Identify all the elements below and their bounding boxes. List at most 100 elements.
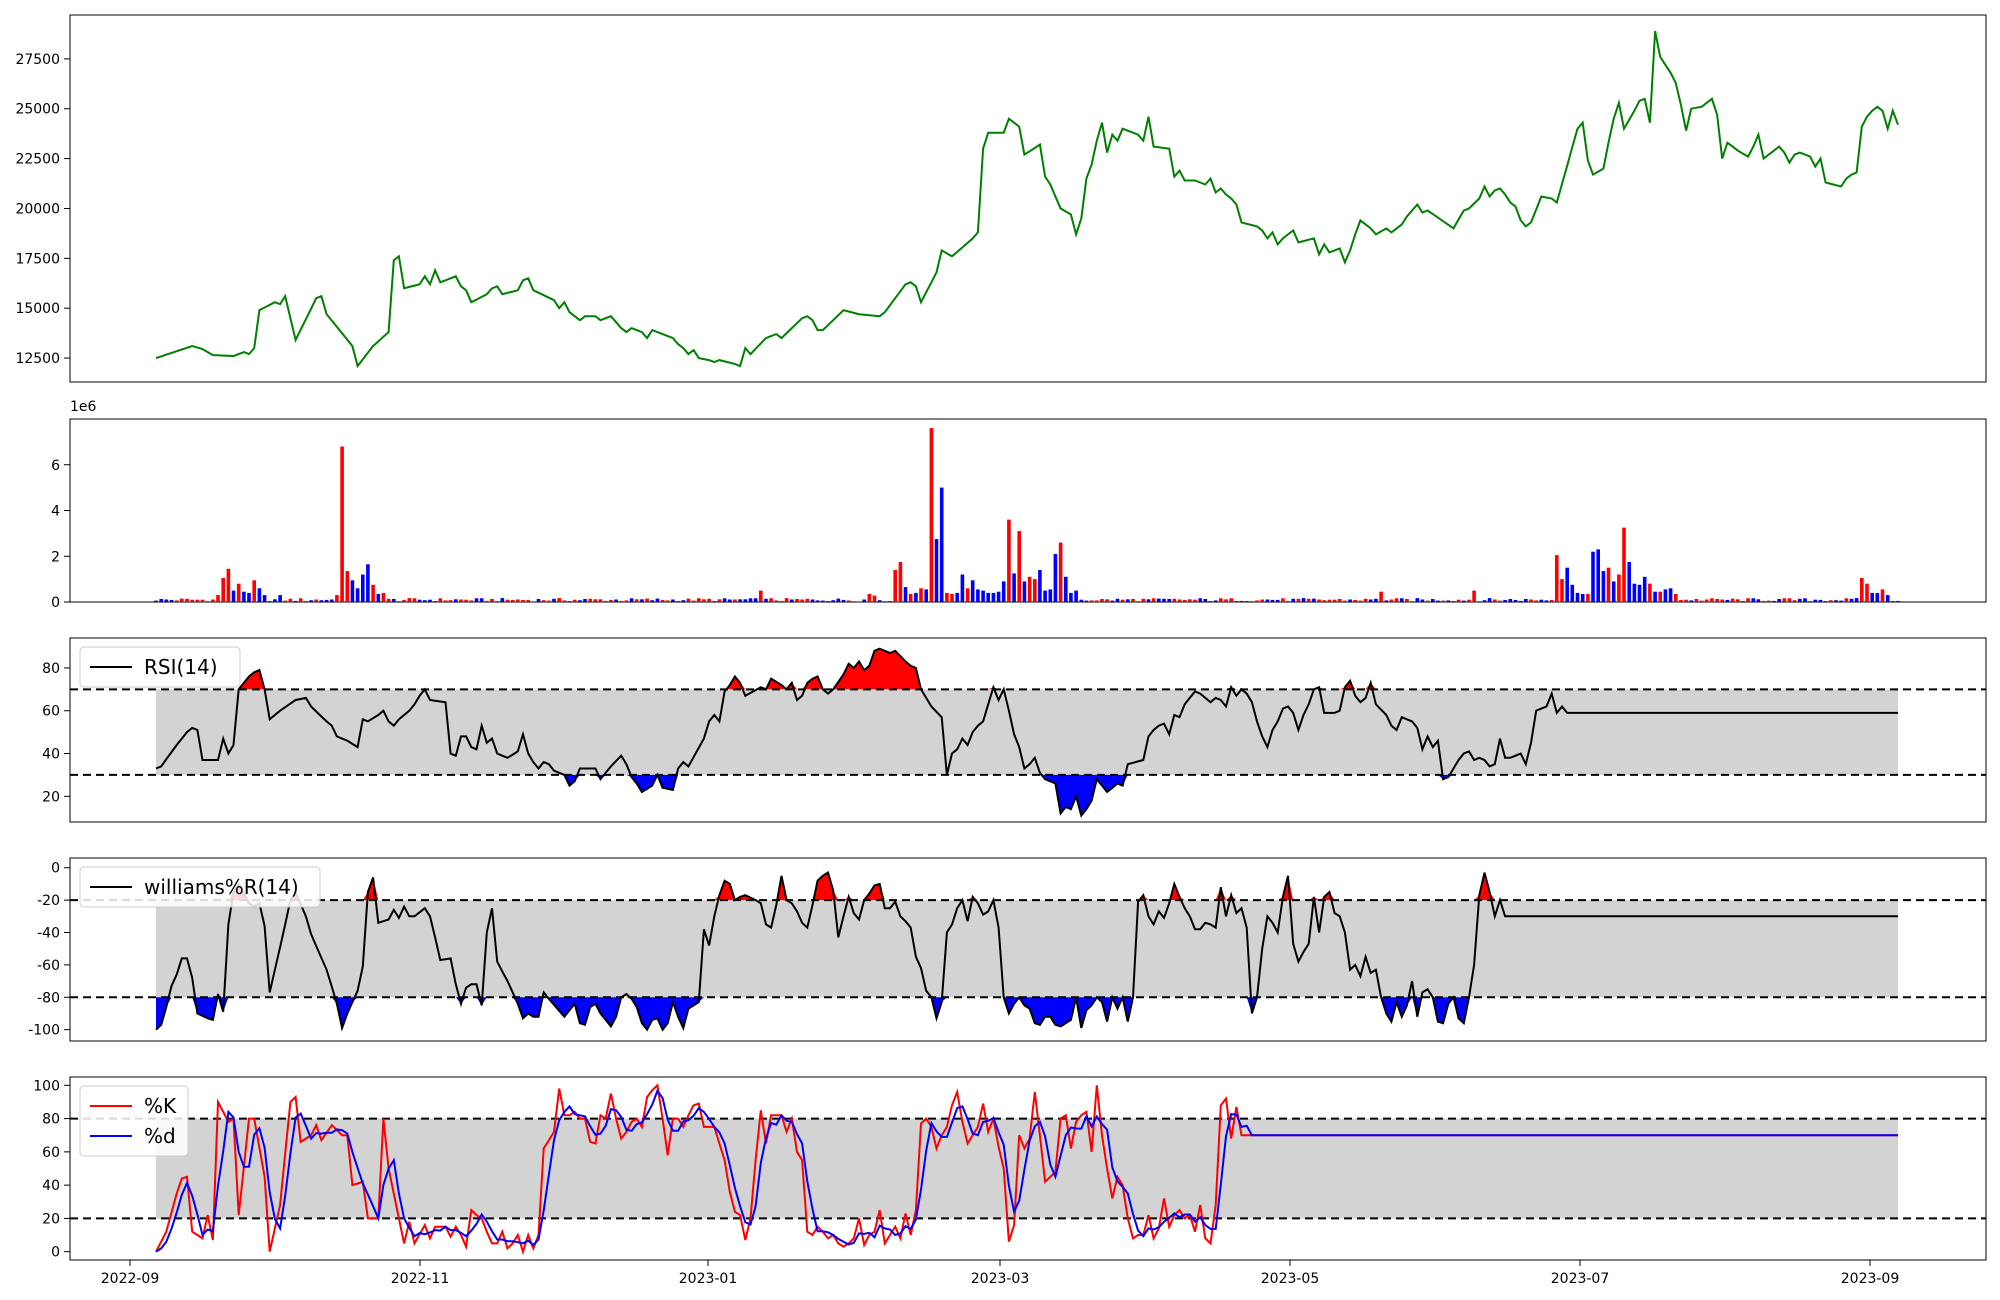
- volume-bar: [862, 599, 866, 602]
- volume-bar: [324, 599, 329, 602]
- volume-bar: [397, 601, 401, 602]
- volume-bar: [340, 446, 344, 602]
- volume-bar: [1710, 598, 1714, 602]
- volume-bar: [1405, 599, 1409, 602]
- volume-bar: [578, 600, 582, 602]
- volume-bar: [516, 599, 520, 602]
- volume-bar: [1017, 531, 1021, 602]
- x-tick-label: 2023-05: [1261, 1271, 1320, 1287]
- volume-bar: [1343, 600, 1347, 602]
- volume-bar: [1188, 599, 1192, 602]
- volume-bar: [195, 599, 200, 602]
- volume-bar: [247, 592, 251, 602]
- volume-bar: [454, 599, 458, 602]
- volume-bar: [1730, 598, 1735, 602]
- volume-bar: [1203, 599, 1208, 602]
- neutral-band: [156, 689, 1898, 775]
- x-tick-label: 2023-09: [1841, 1271, 1900, 1287]
- volume-bar: [1456, 599, 1461, 602]
- volume-bar: [1451, 601, 1456, 602]
- volume-bar: [376, 594, 381, 602]
- legend-label: RSI(14): [144, 655, 218, 679]
- volume-bar: [1022, 581, 1027, 602]
- volume-bar: [1420, 599, 1425, 602]
- volume-bar: [743, 599, 748, 602]
- volume-bar: [1673, 594, 1678, 602]
- volume-bar: [671, 599, 675, 602]
- volume-bar: [1001, 581, 1006, 602]
- volume-bar: [1798, 598, 1802, 602]
- volume-bar: [190, 599, 194, 602]
- volume-bar: [1400, 598, 1404, 602]
- volume-bar: [1384, 600, 1389, 602]
- volume-bar: [1854, 598, 1859, 602]
- volume-bar: [976, 589, 980, 602]
- volume-bar: [1182, 599, 1187, 602]
- volume-bar: [1167, 599, 1171, 602]
- price-line: [155, 30, 1899, 369]
- volume-bar: [1596, 549, 1600, 602]
- volume-bar: [898, 562, 903, 602]
- x-tick-label: 2023-01: [679, 1271, 738, 1287]
- volume-bar: [965, 588, 970, 602]
- y-tick-label: 0: [51, 1245, 60, 1261]
- volume-bar: [242, 591, 246, 602]
- volume-bar: [572, 599, 577, 602]
- volume-bar: [1069, 592, 1073, 602]
- volume-bar: [469, 600, 474, 602]
- volume-bar: [1777, 599, 1781, 602]
- volume-bar: [790, 599, 794, 602]
- volume-bar: [1415, 598, 1420, 602]
- y-tick-label: 80: [42, 1112, 60, 1128]
- volume-bar: [1513, 599, 1518, 602]
- volume-bar: [1549, 599, 1554, 602]
- volume-bar: [867, 594, 872, 602]
- volume-bar: [908, 594, 913, 602]
- volume-bar: [583, 599, 587, 602]
- volume-bar: [1751, 598, 1756, 602]
- y-tick-label: 60: [42, 704, 60, 720]
- x-tick-label: 2023-07: [1551, 1271, 1610, 1287]
- volume-bar: [521, 599, 525, 602]
- volume-bar: [784, 598, 789, 602]
- volume-bar: [738, 599, 742, 602]
- volume-bar: [180, 598, 184, 602]
- volume-bar: [1244, 601, 1249, 602]
- volume-bar: [1477, 601, 1482, 602]
- volume-bar: [939, 487, 944, 602]
- y-tick-label: 6: [51, 458, 60, 474]
- volume-bar: [1524, 599, 1528, 602]
- volume-bar: [1725, 599, 1730, 602]
- volume-bar: [1348, 599, 1352, 602]
- volume-bar: [1353, 599, 1357, 602]
- volume-bar: [1131, 599, 1135, 602]
- volume-bar: [541, 600, 546, 602]
- volume-bar: [764, 598, 768, 602]
- volume-bar: [1539, 599, 1544, 602]
- volume-bar: [428, 599, 432, 602]
- volume-bar: [836, 598, 841, 602]
- volume-bar: [1684, 599, 1688, 602]
- volume-bar: [1829, 600, 1833, 602]
- volume-bar: [805, 598, 810, 602]
- volume-bar: [872, 595, 877, 602]
- volume-bar: [1250, 601, 1254, 602]
- volume-bar: [1126, 599, 1130, 602]
- volume-bar: [1534, 600, 1538, 602]
- volume-bar: [1860, 578, 1864, 602]
- volume-bar: [1198, 598, 1202, 602]
- volume-bar: [1560, 579, 1564, 602]
- x-tick-label: 2023-03: [971, 1271, 1030, 1287]
- volume-bar: [1363, 598, 1368, 602]
- volume-bar: [950, 594, 954, 602]
- y-tick-label: 25000: [15, 102, 60, 118]
- price-frame: [69, 14, 1987, 383]
- y-tick-label: 12500: [15, 351, 60, 367]
- volume-bar: [1663, 589, 1668, 602]
- volume-bar: [531, 601, 536, 602]
- volume-bar: [1699, 600, 1704, 602]
- volume-bar: [448, 600, 453, 602]
- volume-bar: [159, 599, 163, 602]
- volume-bar: [1141, 598, 1146, 602]
